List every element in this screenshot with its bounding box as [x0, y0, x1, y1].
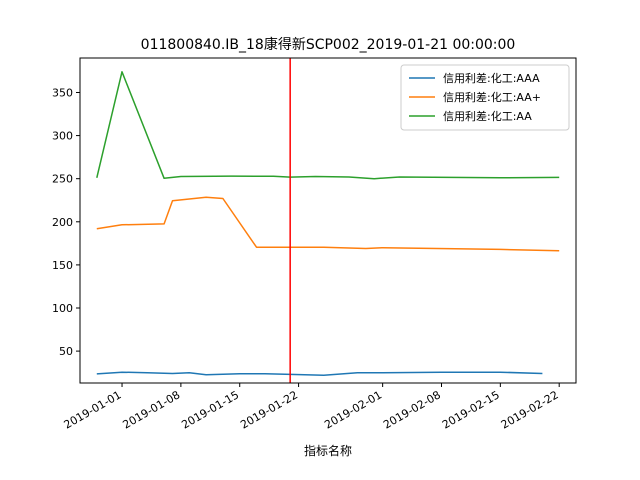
x-tick-label: 2019-01-08: [121, 388, 183, 431]
legend-label-2: 信用利差:化工:AA+: [443, 90, 541, 104]
x-tick-label: 2019-02-01: [322, 388, 384, 431]
y-tick-label: 50: [59, 345, 73, 358]
x-axis: 2019-01-012019-01-082019-01-152019-01-22…: [62, 383, 561, 432]
x-tick-label: 2019-01-15: [179, 388, 241, 431]
x-tick-label: 2019-02-22: [499, 388, 561, 431]
series-line-2: [96, 196, 560, 252]
legend-label-3: 信用利差:化工:AA: [443, 109, 532, 123]
plot-area: [96, 58, 560, 383]
series-line-1: [96, 371, 543, 376]
x-tick-label: 2019-02-08: [381, 388, 443, 431]
y-axis: 50 100 150 200 250 300 350: [52, 86, 80, 358]
legend-label-1: 信用利差:化工:AAA: [443, 71, 540, 85]
x-tick-label: 2019-01-01: [62, 388, 124, 431]
x-tick-label: 2019-01-22: [238, 388, 300, 431]
x-tick-label: 2019-02-15: [440, 388, 502, 431]
legend: 信用利差:化工:AAA 信用利差:化工:AA+ 信用利差:化工:AA: [400, 64, 570, 131]
y-tick-label: 200: [52, 216, 73, 229]
chart-title: 011800840.IB_18康得新SCP002_2019-01-21 00:0…: [141, 36, 516, 53]
plot-frame: [79, 57, 577, 384]
y-tick-label: 300: [52, 130, 73, 143]
y-tick-label: 150: [52, 259, 73, 272]
legend-box: [400, 64, 570, 131]
x-axis-label: 指标名称: [304, 443, 352, 458]
y-tick-label: 100: [52, 302, 73, 315]
y-tick-label: 250: [52, 173, 73, 186]
y-tick-label: 350: [52, 86, 73, 99]
